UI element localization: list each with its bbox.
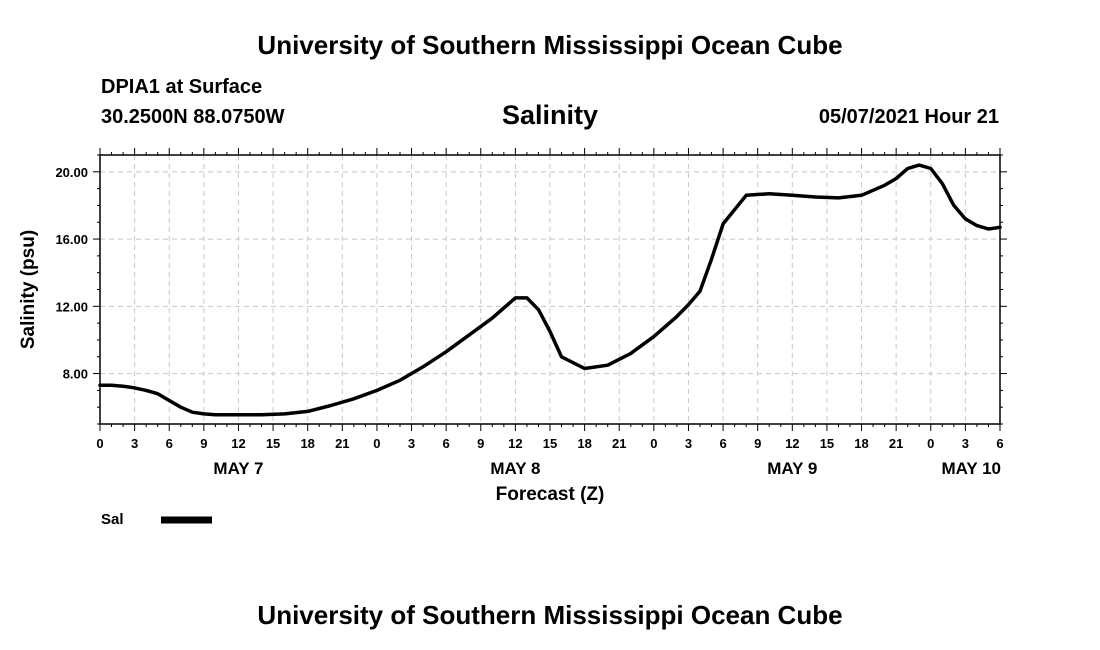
y-axis-label: Salinity (psu) (18, 230, 39, 349)
x-tick-label: 18 (300, 436, 314, 451)
x-tick-label: 0 (650, 436, 657, 451)
x-tick-label: 3 (685, 436, 692, 451)
date-label: MAY 7 (213, 459, 263, 478)
x-tick-label: 0 (96, 436, 103, 451)
x-tick-label: 18 (854, 436, 868, 451)
x-tick-label: 6 (996, 436, 1003, 451)
x-tick-label: 15 (266, 436, 280, 451)
date-label: MAY 10 (941, 459, 1001, 478)
x-axis-label: Forecast (Z) (496, 484, 605, 505)
legend-label: Sal (101, 511, 124, 528)
coordinates-label: 30.2500N 88.0750W (101, 106, 285, 128)
x-tick-label: 3 (131, 436, 138, 451)
x-tick-label: 0 (373, 436, 380, 451)
x-tick-label: 3 (408, 436, 415, 451)
x-tick-label: 21 (612, 436, 626, 451)
y-tick-label: 20.00 (55, 165, 88, 180)
y-tick-label: 16.00 (55, 232, 88, 247)
x-tick-label: 6 (166, 436, 173, 451)
x-tick-label: 9 (477, 436, 484, 451)
x-tick-label: 0 (927, 436, 934, 451)
chart-title: Salinity (501, 100, 599, 130)
date-label: MAY 9 (767, 459, 817, 478)
x-tick-label: 12 (785, 436, 799, 451)
footer-title: University of Southern Mississippi Ocean… (257, 600, 843, 630)
station-label: DPIA1 at Surface (101, 76, 263, 98)
x-tick-label: 15 (820, 436, 834, 451)
y-tick-label: 12.00 (55, 299, 88, 314)
forecast-datetime: 05/07/2021 Hour 21 (818, 106, 999, 128)
x-tick-label: 6 (443, 436, 450, 451)
x-tick-label: 3 (962, 436, 969, 451)
x-tick-label: 6 (719, 436, 726, 451)
date-label: MAY 8 (490, 459, 540, 478)
series-line-sal (98, 163, 1002, 417)
x-tick-label: 15 (543, 436, 557, 451)
x-tick-label: 21 (889, 436, 903, 451)
x-tick-label: 18 (577, 436, 591, 451)
y-tick-label: 8.00 (63, 367, 88, 382)
x-tick-label: 12 (508, 436, 522, 451)
x-tick-label: 9 (754, 436, 761, 451)
x-tick-label: 9 (200, 436, 207, 451)
x-tick-label: 21 (335, 436, 349, 451)
x-tick-label: 12 (231, 436, 245, 451)
page-title: University of Southern Mississippi Ocean… (257, 30, 843, 60)
